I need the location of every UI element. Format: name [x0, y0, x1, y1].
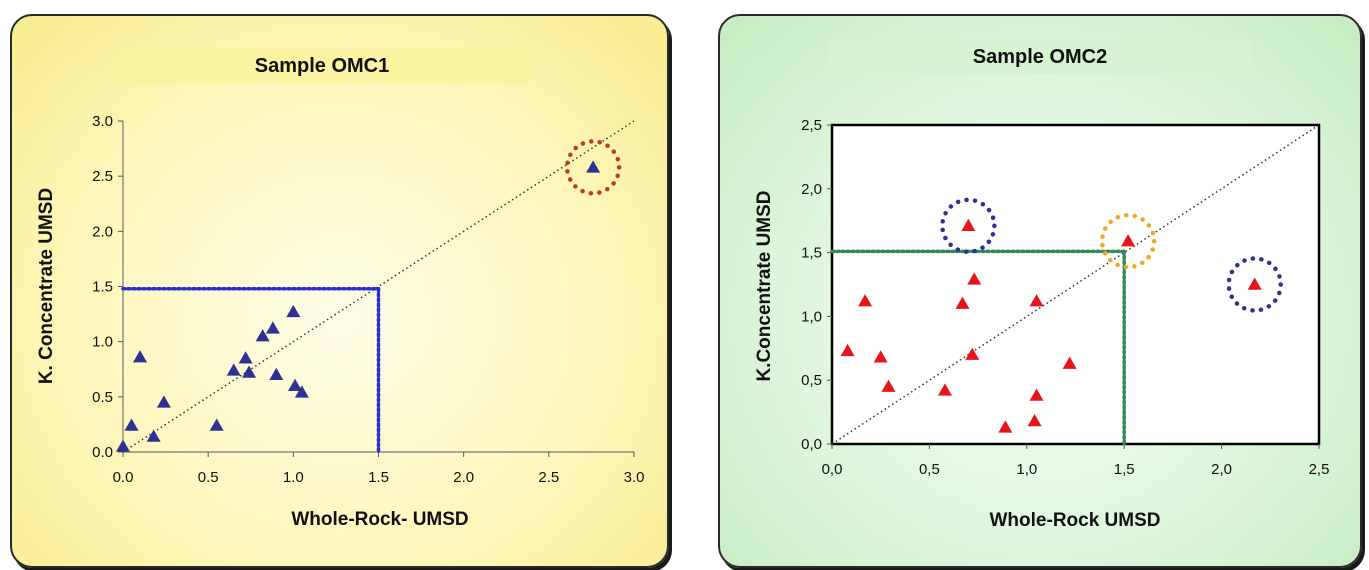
x-tick-label: 1.0: [283, 469, 304, 486]
y-tick-label: 1.5: [92, 279, 113, 296]
x-tick-label: 2,0: [1211, 461, 1232, 478]
y-tick-label: 0.0: [92, 444, 113, 461]
y-tick-label: 0,5: [801, 372, 822, 389]
data-point: [265, 321, 280, 334]
y-tick-label: 0.5: [92, 389, 113, 406]
data-point: [288, 378, 303, 392]
data-point: [255, 329, 270, 342]
y-tick-label: 1,0: [801, 308, 822, 325]
data-point: [967, 272, 982, 285]
data-point: [1027, 414, 1042, 427]
data-point: [1121, 234, 1136, 247]
data-point: [242, 365, 257, 378]
data-point: [146, 429, 161, 442]
data-point: [955, 296, 970, 309]
data-point: [116, 439, 130, 452]
y-tick-label: 2.5: [92, 168, 113, 185]
y-tick-label: 2.0: [92, 223, 113, 240]
data-point: [156, 395, 171, 408]
y-tick-label: 1.0: [92, 334, 113, 351]
data-point: [873, 350, 888, 363]
x-tick-label: 2,5: [1309, 461, 1330, 478]
data-point: [1247, 277, 1262, 290]
data-point: [965, 347, 980, 360]
data-point: [998, 420, 1013, 433]
data-point: [286, 304, 301, 318]
x-tick-label: 0,5: [919, 461, 940, 478]
plot-area: [830, 123, 1321, 446]
y-tick-label: 2,5: [801, 117, 822, 134]
data-point: [586, 160, 601, 173]
x-tick-label: 1.5: [368, 469, 389, 486]
x-tick-label: 1,5: [1114, 461, 1135, 478]
data-point: [238, 351, 253, 364]
y-tick-label: 0,0: [801, 436, 822, 453]
data-point: [1062, 356, 1077, 369]
data-point: [124, 418, 139, 431]
x-axis-label: Whole-Rock- UMSD: [291, 509, 468, 530]
data-point: [269, 367, 284, 381]
chart-panel-omc1: Sample OMC1: [10, 14, 669, 568]
chart-title: Sample OMC1: [112, 49, 532, 83]
data-point: [1029, 294, 1044, 307]
data-point: [1029, 388, 1044, 401]
data-point: [294, 385, 309, 398]
x-tick-label: 2.0: [453, 469, 474, 486]
y-tick-label: 2,0: [801, 181, 822, 198]
highlight-circle: [940, 197, 997, 255]
data-point: [209, 418, 224, 431]
data-point: [858, 294, 873, 307]
chart-title: Sample OMC2: [830, 40, 1250, 74]
y-axis-label: K.Concentrate UMSD: [754, 190, 775, 381]
data-point: [133, 350, 148, 363]
data-point: [840, 343, 855, 357]
data-point: [937, 383, 952, 396]
y-tick-label: 1,5: [801, 245, 822, 262]
x-tick-label: 0,0: [822, 461, 843, 478]
x-tick-label: 2.5: [538, 469, 559, 486]
data-point: [961, 218, 976, 232]
highlight-circle: [1226, 256, 1283, 313]
y-tick-label: 3.0: [92, 113, 113, 130]
highlight-circle: [564, 139, 622, 196]
x-tick-label: 3.0: [624, 469, 645, 486]
x-axis-label: Whole-Rock UMSD: [990, 510, 1161, 531]
data-point: [226, 363, 241, 376]
x-tick-label: 0.0: [113, 469, 134, 486]
x-tick-label: 0.5: [198, 469, 219, 486]
data-point: [881, 379, 896, 392]
x-tick-label: 1,0: [1016, 461, 1037, 478]
highlight-circle: [1099, 212, 1157, 270]
y-axis-label: K. Concentrate UMSD: [36, 188, 57, 384]
